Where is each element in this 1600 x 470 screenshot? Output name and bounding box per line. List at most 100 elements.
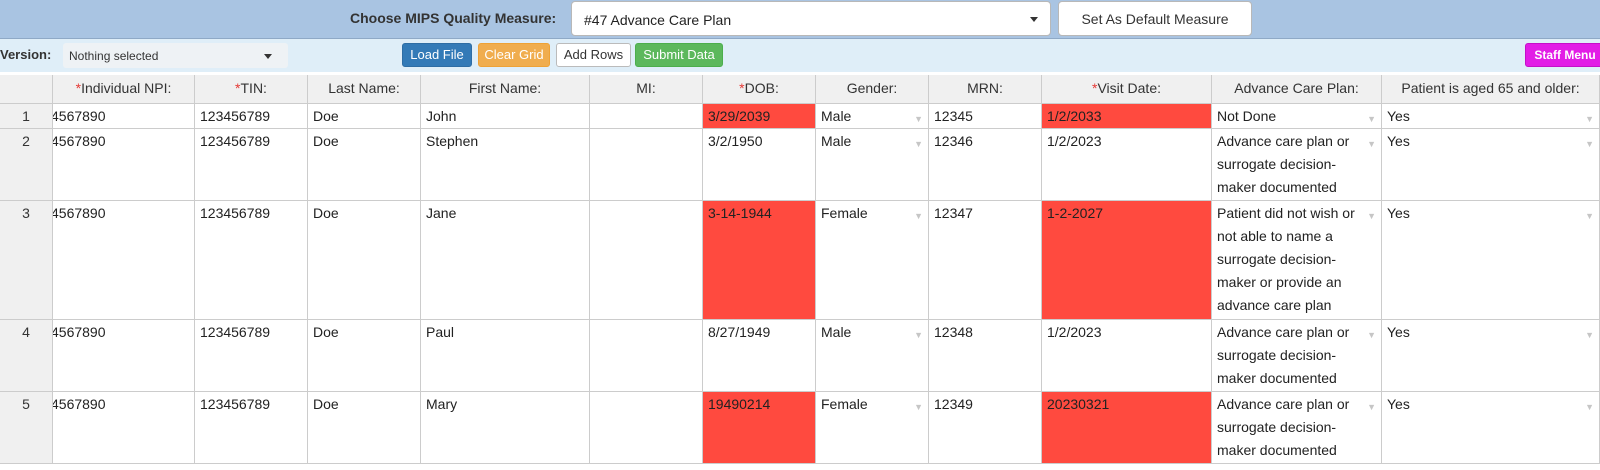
grid-cell-mrn[interactable]: 12345 (929, 104, 1042, 129)
grid-cell-npi[interactable]: 4567890 (53, 392, 195, 464)
cell-value: 123456789 (200, 108, 271, 124)
column-header-aged-65[interactable]: Patient is aged 65 and older: (1382, 75, 1600, 104)
grid-cell-dob[interactable]: 3-14-1944 (703, 201, 816, 320)
cell-value: 4567890 (53, 205, 106, 221)
grid-cell-mi[interactable] (590, 392, 703, 464)
grid-cell-dob[interactable]: 3/2/1950 (703, 129, 816, 201)
dropdown-arrow-icon[interactable]: ▼ (1585, 114, 1594, 124)
grid-cell-tin[interactable]: 123456789 (195, 320, 308, 392)
grid-cell-advance-care-plan[interactable]: Patient did not wish or not able to name… (1212, 201, 1382, 320)
grid-cell-mrn[interactable]: 12349 (929, 392, 1042, 464)
grid-cell-tin[interactable]: 123456789 (195, 392, 308, 464)
column-header-mi[interactable]: MI: (590, 75, 703, 104)
column-header-npi[interactable]: *Individual NPI: (53, 75, 195, 104)
dropdown-arrow-icon[interactable]: ▼ (914, 139, 923, 149)
row-header[interactable]: 3 (0, 201, 53, 320)
grid-cell-aged-65[interactable]: Yes ▼ (1382, 201, 1600, 320)
dropdown-arrow-icon[interactable]: ▼ (1367, 330, 1376, 340)
dropdown-arrow-icon[interactable]: ▼ (1367, 402, 1376, 412)
grid-cell-npi[interactable]: 4567890 (53, 320, 195, 392)
dropdown-arrow-icon[interactable]: ▼ (1585, 330, 1594, 340)
grid-cell-tin[interactable]: 123456789 (195, 201, 308, 320)
grid-cell-aged-65[interactable]: Yes ▼ (1382, 129, 1600, 201)
grid-cell-last-name[interactable]: Doe (308, 320, 421, 392)
grid-cell-advance-care-plan[interactable]: Advance care plan or surrogate decision-… (1212, 320, 1382, 392)
grid-cell-npi[interactable]: 4567890 (53, 104, 195, 129)
dropdown-arrow-icon[interactable]: ▼ (914, 402, 923, 412)
grid-cell-dob[interactable]: 8/27/1949 (703, 320, 816, 392)
grid-cell-first-name[interactable]: Paul (421, 320, 590, 392)
grid-cell-visit-date[interactable]: 1/2/2023 (1042, 129, 1212, 201)
grid-cell-gender[interactable]: Male ▼ (816, 320, 929, 392)
grid-cell-tin[interactable]: 123456789 (195, 104, 308, 129)
dropdown-arrow-icon[interactable]: ▼ (1585, 402, 1594, 412)
column-header-label: First Name: (468, 80, 542, 96)
grid-cell-mrn[interactable]: 12348 (929, 320, 1042, 392)
grid-cell-gender[interactable]: Female ▼ (816, 201, 929, 320)
dropdown-arrow-icon[interactable]: ▼ (1367, 114, 1376, 124)
grid-cell-advance-care-plan[interactable]: Advance care plan or surrogate decision-… (1212, 129, 1382, 201)
chevron-down-icon (264, 54, 272, 59)
grid-cell-visit-date[interactable]: 1-2-2027 (1042, 201, 1212, 320)
column-header-first-name[interactable]: First Name: (421, 75, 590, 104)
grid-cell-advance-care-plan[interactable]: Advance care plan or surrogate decision-… (1212, 392, 1382, 464)
column-header-advance-care-plan[interactable]: Advance Care Plan: (1212, 75, 1382, 104)
dropdown-arrow-icon[interactable]: ▼ (914, 211, 923, 221)
submit-data-button[interactable]: Submit Data (635, 43, 723, 67)
grid-cell-first-name[interactable]: Jane (421, 201, 590, 320)
grid-cell-first-name[interactable]: Mary (421, 392, 590, 464)
grid-cell-first-name[interactable]: John (421, 104, 590, 129)
cell-value: Doe (313, 324, 339, 340)
dropdown-arrow-icon[interactable]: ▼ (914, 330, 923, 340)
grid-cell-npi[interactable]: 4567890 (53, 201, 195, 320)
grid-cell-mi[interactable] (590, 201, 703, 320)
grid-cell-mrn[interactable]: 12347 (929, 201, 1042, 320)
column-header-tin[interactable]: *TIN: (195, 75, 308, 104)
measure-select[interactable]: #47 Advance Care Plan (571, 1, 1051, 36)
grid-cell-last-name[interactable]: Doe (308, 104, 421, 129)
row-header[interactable]: 4 (0, 320, 53, 392)
grid-cell-mi[interactable] (590, 320, 703, 392)
grid-cell-mi[interactable] (590, 104, 703, 129)
grid-cell-visit-date[interactable]: 1/2/2033 (1042, 104, 1212, 129)
add-rows-button[interactable]: Add Rows (556, 43, 631, 67)
grid-cell-visit-date[interactable]: 20230321 (1042, 392, 1212, 464)
column-header-gender[interactable]: Gender: (816, 75, 929, 104)
grid-cell-first-name[interactable]: Stephen (421, 129, 590, 201)
column-header-dob[interactable]: *DOB: (703, 75, 816, 104)
grid-cell-aged-65[interactable]: Yes ▼ (1382, 104, 1600, 129)
set-default-measure-button[interactable]: Set As Default Measure (1058, 1, 1252, 36)
grid-cell-npi[interactable]: 4567890 (53, 129, 195, 201)
grid-cell-mrn[interactable]: 12346 (929, 129, 1042, 201)
grid-cell-visit-date[interactable]: 1/2/2023 (1042, 320, 1212, 392)
grid-cell-gender[interactable]: Male ▼ (816, 129, 929, 201)
clear-grid-button[interactable]: Clear Grid (478, 43, 550, 67)
column-header-visit-date[interactable]: *Visit Date: (1042, 75, 1212, 104)
grid-cell-tin[interactable]: 123456789 (195, 129, 308, 201)
grid-cell-dob[interactable]: 3/29/2039 (703, 104, 816, 129)
dropdown-arrow-icon[interactable]: ▼ (1367, 139, 1376, 149)
grid-cell-mi[interactable] (590, 129, 703, 201)
column-header-last-name[interactable]: Last Name: (308, 75, 421, 104)
version-select[interactable]: Nothing selected (63, 43, 288, 68)
grid-cell-gender[interactable]: Female ▼ (816, 392, 929, 464)
grid-cell-last-name[interactable]: Doe (308, 392, 421, 464)
grid-cell-gender[interactable]: Male ▼ (816, 104, 929, 129)
grid-cell-last-name[interactable]: Doe (308, 129, 421, 201)
dropdown-arrow-icon[interactable]: ▼ (1585, 139, 1594, 149)
staff-menu-button[interactable]: Staff Menu (1525, 43, 1600, 67)
dropdown-arrow-icon[interactable]: ▼ (1367, 211, 1376, 221)
dropdown-arrow-icon[interactable]: ▼ (1585, 211, 1594, 221)
grid-cell-dob[interactable]: 19490214 (703, 392, 816, 464)
dropdown-arrow-icon[interactable]: ▼ (914, 114, 923, 124)
load-file-button[interactable]: Load File (402, 43, 472, 67)
row-header[interactable]: 1 (0, 104, 53, 129)
column-header-label: Gender: (846, 80, 898, 96)
grid-cell-aged-65[interactable]: Yes ▼ (1382, 392, 1600, 464)
grid-cell-advance-care-plan[interactable]: Not Done ▼ (1212, 104, 1382, 129)
row-header[interactable]: 2 (0, 129, 53, 201)
row-header[interactable]: 5 (0, 392, 53, 464)
grid-cell-aged-65[interactable]: Yes ▼ (1382, 320, 1600, 392)
column-header-mrn[interactable]: MRN: (929, 75, 1042, 104)
grid-cell-last-name[interactable]: Doe (308, 201, 421, 320)
